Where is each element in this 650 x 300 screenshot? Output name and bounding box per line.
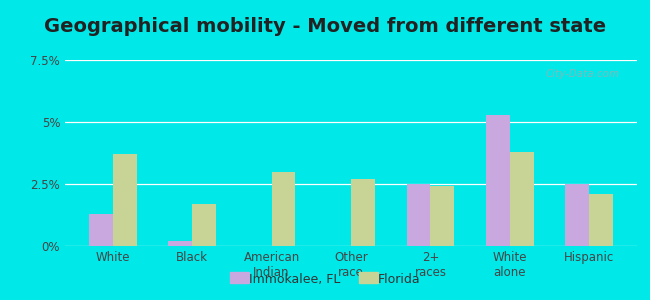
Bar [566, 184, 590, 246]
Bar [486, 115, 510, 246]
Bar [168, 241, 192, 246]
Bar [192, 204, 216, 246]
Bar [407, 184, 430, 246]
Bar [510, 152, 534, 246]
Bar [112, 154, 136, 246]
Bar [272, 172, 295, 246]
Bar [351, 179, 375, 246]
Bar [590, 194, 613, 246]
Legend: Immokalee, FL, Florida: Immokalee, FL, Florida [225, 268, 425, 291]
Text: Geographical mobility - Moved from different state: Geographical mobility - Moved from diffe… [44, 17, 606, 37]
Bar [430, 187, 454, 246]
Text: City-Data.com: City-Data.com [546, 69, 620, 79]
Bar [89, 214, 112, 246]
